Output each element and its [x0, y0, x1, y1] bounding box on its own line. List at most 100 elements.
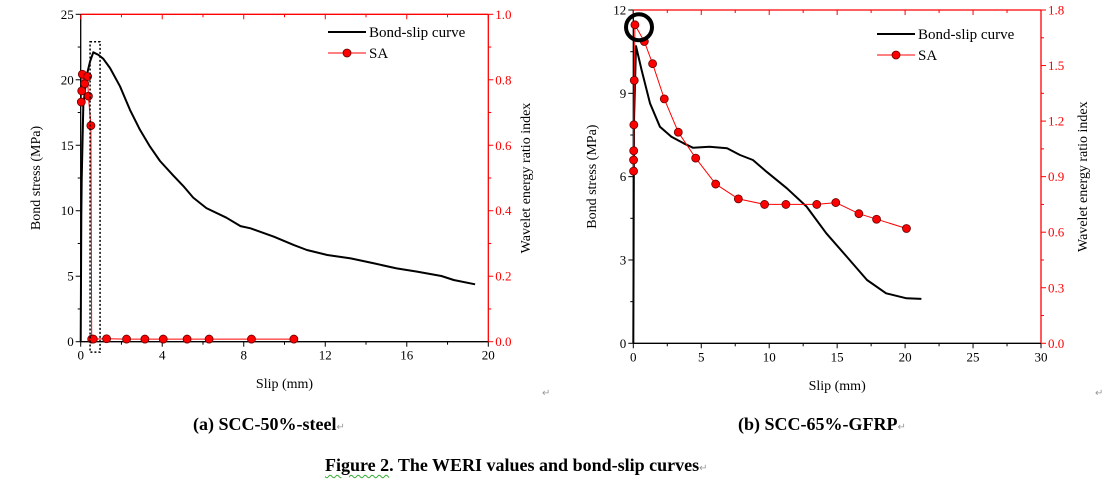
paragraph-mark: ↵ — [336, 422, 345, 433]
caption-b-text: (b) SCC-65%-GFRP — [738, 414, 898, 434]
y-tick-label: 12 — [613, 3, 626, 18]
paragraph-mark: ↵ — [897, 422, 906, 433]
y2-tick-label: 0.2 — [495, 269, 511, 284]
data-point-sa — [289, 334, 299, 344]
x-tick-label: 4 — [159, 348, 166, 363]
y-tick-label: 9 — [620, 86, 627, 101]
x-axis-label: Slip (mm) — [809, 379, 867, 394]
x-tick-label: 15 — [831, 349, 844, 364]
caption-b: (b) SCC-65%-GFRP↵ — [738, 414, 906, 435]
paragraph-mark: ↵ — [542, 388, 551, 399]
figure-label: Figure 2 — [325, 455, 390, 475]
y2-tick-label: 1.8 — [1048, 3, 1064, 18]
x-tick-label: 20 — [482, 348, 495, 363]
y2-tick-label: 0.8 — [495, 72, 511, 87]
y2-tick-label: 0.4 — [495, 203, 512, 218]
y-tick-label: 5 — [67, 269, 74, 284]
data-point-sa — [629, 166, 638, 176]
x-tick-label: 0 — [77, 348, 84, 363]
data-point-sa — [140, 334, 150, 344]
y2-tick-label: 0.0 — [495, 334, 511, 349]
x-tick-label: 20 — [899, 349, 912, 364]
data-point-sa — [76, 97, 86, 107]
x-tick-label: 25 — [967, 349, 980, 364]
caption-a-text: (a) SCC-50%-steel — [193, 414, 337, 434]
data-point-sa — [629, 146, 639, 156]
y-tick-label: 25 — [61, 7, 74, 22]
y2-tick-label: 0.6 — [1048, 225, 1065, 240]
series-line-bond-slip-curve — [79, 51, 476, 342]
y2-tick-label: 1.0 — [495, 7, 511, 22]
data-point-sa — [659, 94, 669, 104]
chart-panel-b: 0 5 10 15 20 25 30 0 3 6 9 12 0.0 0.3 0.6 0.9 1.2 1.5 1.8 S… — [585, 3, 1091, 395]
x-tick-label: 12 — [319, 348, 332, 363]
data-point-sa — [630, 20, 640, 30]
data-point-sa — [158, 334, 168, 344]
legend-label-bond-slip-curve: Bond-slip curve — [918, 27, 1015, 43]
y-tick-label: 6 — [620, 169, 627, 184]
data-point-sa — [629, 75, 639, 85]
y-tick-label: 20 — [61, 72, 74, 87]
data-point-sa — [247, 334, 256, 344]
y-tick-label: 0 — [620, 336, 627, 351]
y2-tick-label: 1.2 — [1048, 114, 1064, 129]
legend-marker-sa — [342, 48, 352, 58]
data-point-sa — [902, 224, 911, 233]
x-tick-label: 30 — [1035, 349, 1048, 364]
x-tick-label: 10 — [763, 349, 776, 364]
y2-tick-label: 0.0 — [1048, 336, 1064, 351]
x-tick-label: 5 — [698, 349, 705, 364]
data-point-sa — [88, 334, 98, 344]
data-point-sa — [77, 86, 87, 96]
x-tick-label: 0 — [630, 349, 637, 364]
chart-panel-a: 0 4 8 12 16 20 0 5 10 15 20 25 0.0 0.2 0.4 0.6 0.8 1.0 Sli… — [29, 7, 534, 392]
data-point-sa — [80, 79, 90, 89]
legend: Bond-slip curve SA — [328, 25, 466, 62]
y-tick-label: 15 — [61, 138, 74, 153]
data-point-sa — [854, 209, 864, 219]
x-tick-label: 16 — [400, 348, 414, 363]
data-point-sa — [204, 334, 214, 344]
data-point-sa — [872, 214, 881, 224]
legend-marker-sa — [891, 50, 901, 60]
y2-axis-label: Wavelet energy ratio index — [519, 103, 534, 254]
data-point-sa — [812, 200, 822, 209]
data-point-sa — [831, 198, 841, 207]
paragraph-mark: ↵ — [699, 463, 708, 474]
data-point-sa — [760, 200, 769, 209]
data-point-sa — [122, 334, 131, 344]
y2-tick-label: 0.9 — [1048, 169, 1064, 184]
caption-a: (a) SCC-50%-steel↵ — [193, 414, 345, 435]
y-axis-label: Bond stress (MPa) — [585, 124, 600, 229]
data-point-sa — [673, 127, 683, 137]
x-axis-label: Slip (mm) — [256, 377, 314, 392]
legend-label-sa: SA — [369, 46, 388, 62]
data-point-sa — [629, 120, 639, 130]
data-point-sa — [711, 179, 721, 189]
data-point-sa — [84, 91, 93, 101]
y-axis-label: Bond stress (MPa) — [29, 126, 44, 231]
legend-label-bond-slip-curve: Bond-slip curve — [369, 25, 466, 41]
annotation-dotted-box — [89, 41, 101, 353]
figure-caption: Figure 2. The WERI values and bond-slip … — [325, 455, 707, 476]
data-point-sa — [733, 194, 743, 204]
y2-tick-label: 0.6 — [495, 138, 512, 153]
y-tick-label: 3 — [620, 252, 627, 267]
y2-tick-label: 1.5 — [1048, 58, 1064, 73]
series-line-bond-slip-curve — [632, 45, 922, 344]
data-point-sa — [629, 155, 638, 165]
legend-label-sa: SA — [918, 48, 937, 64]
data-point-sa — [86, 121, 96, 131]
figure-caption-text: . The WERI values and bond-slip curves — [389, 455, 700, 475]
data-point-sa — [102, 334, 111, 344]
x-tick-label: 8 — [240, 348, 247, 363]
y2-tick-label: 0.3 — [1048, 280, 1064, 295]
annotation-circle — [624, 12, 655, 43]
series-line-sa — [633, 24, 907, 229]
legend: Bond-slip curve SA — [877, 27, 1015, 64]
y2-axis-label: Wavelet energy ratio index — [1076, 101, 1091, 252]
data-point-sa — [781, 200, 791, 209]
y-tick-label: 10 — [61, 203, 74, 218]
data-point-sa — [182, 334, 192, 344]
